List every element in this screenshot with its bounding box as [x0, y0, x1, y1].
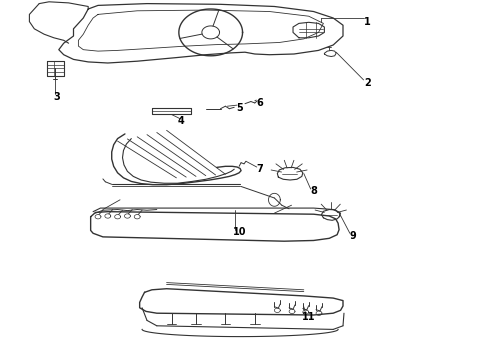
Text: 10: 10: [233, 227, 247, 237]
Text: 5: 5: [237, 103, 244, 113]
Text: 1: 1: [364, 17, 371, 27]
Text: 2: 2: [364, 78, 371, 88]
Text: 9: 9: [349, 231, 356, 241]
Text: 6: 6: [256, 98, 263, 108]
Text: 4: 4: [178, 116, 185, 126]
Text: 11: 11: [302, 312, 316, 322]
Text: 3: 3: [53, 92, 60, 102]
Text: 8: 8: [310, 186, 317, 196]
Text: 7: 7: [256, 164, 263, 174]
